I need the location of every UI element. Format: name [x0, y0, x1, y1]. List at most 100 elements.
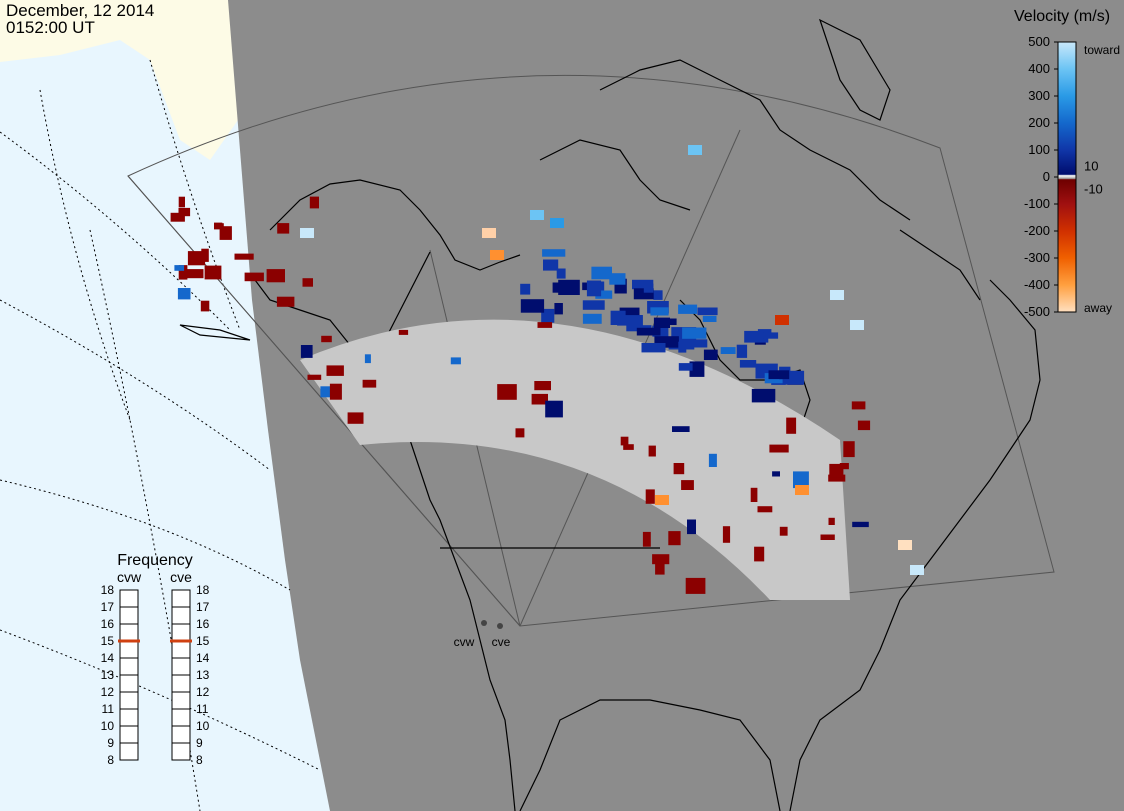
echo-cell [751, 388, 776, 403]
echo-cell [300, 228, 314, 238]
frequency-tick-label: 15 [196, 634, 210, 648]
frequency-tick-label: 13 [196, 668, 210, 682]
frequency-radar-label: cve [170, 569, 192, 585]
echo-cell [830, 290, 844, 300]
colorbar-tick-label: -200 [1024, 223, 1050, 238]
echo-cell [554, 303, 563, 315]
colorbar-tick-label: 200 [1028, 115, 1050, 130]
echo-cell [178, 196, 185, 208]
echo-cell [668, 531, 681, 546]
echo-cell [620, 436, 629, 446]
echo-cell [795, 485, 809, 495]
echo-cell [515, 428, 525, 438]
echo-cell [543, 259, 559, 271]
lat-lon-grid [0, 59, 321, 811]
colorbar-tick-label: -100 [1024, 196, 1050, 211]
echo-cell [910, 565, 924, 575]
echo-cell [688, 145, 702, 155]
echo-cell [531, 393, 548, 405]
echo-cell [215, 223, 224, 229]
frequency-tick-label: 14 [101, 651, 115, 665]
echo-cell [678, 363, 693, 371]
frequency-tick-label: 12 [101, 685, 115, 699]
echo-cell [708, 453, 717, 467]
colorbar [1057, 41, 1077, 313]
colorbar-toward-label: toward [1084, 43, 1120, 57]
ground-scatter-band [300, 319, 850, 600]
echo-cell [178, 207, 191, 217]
echo-cell [591, 266, 612, 280]
echo-cell [586, 280, 602, 297]
echo-cell [692, 339, 708, 348]
echo-cell [619, 307, 640, 316]
echo-cell [482, 228, 496, 238]
echo-cell [204, 265, 222, 280]
frequency-tick-label: 11 [102, 702, 115, 716]
colorbar-near-zero-label: -10 [1084, 182, 1103, 197]
echo-cell [542, 249, 566, 257]
echo-cell [687, 519, 696, 535]
echo-cell [673, 463, 685, 475]
frequency-tick-label: 9 [196, 736, 203, 750]
frequency-radar-label: cvw [117, 569, 142, 585]
echo-cell [490, 250, 504, 260]
echo-cell [520, 299, 545, 313]
frequency-tick-label: 18 [101, 583, 115, 597]
colorbar-near-zero-label: 10 [1084, 158, 1098, 173]
echo-cell [672, 426, 690, 432]
echo-cell [681, 480, 694, 490]
echo-cell [754, 546, 765, 562]
echo-cell [703, 349, 718, 360]
echo-cell [302, 278, 313, 287]
echo-cell [763, 332, 779, 339]
echo-cell [852, 521, 869, 528]
echo-cell [678, 304, 698, 314]
echo-cell [537, 322, 553, 328]
radar-site-label: cve [492, 635, 511, 649]
daylight-land [0, 0, 238, 160]
colorbar-title: Velocity (m/s) [1014, 8, 1110, 25]
colorbar-tick-label: 0 [1043, 169, 1050, 184]
echo-cell [769, 444, 789, 453]
echo-cell [321, 335, 332, 343]
frequency-tick-label: 18 [196, 583, 210, 597]
echo-cell [200, 300, 210, 312]
echo-cell [450, 357, 461, 365]
echo-cell [655, 495, 669, 505]
echo-cell [682, 327, 707, 339]
echo-cell [652, 554, 670, 565]
radar-site-label: cvw [454, 635, 475, 649]
echo-cell [828, 474, 846, 482]
frequency-title: Frequency [117, 552, 193, 569]
echo-cell [757, 506, 773, 513]
radar-site-marker [481, 620, 487, 626]
echo-cell [641, 343, 666, 353]
echo-cell [595, 290, 613, 299]
echo-cell [520, 283, 531, 295]
echo-cell [234, 253, 254, 260]
colorbar-tick-label: 400 [1028, 61, 1050, 76]
echo-cell [857, 420, 871, 431]
echo-cell [685, 577, 706, 594]
echo-cell [556, 268, 566, 279]
frequency-tick-label: 9 [107, 736, 114, 750]
echo-cell [300, 345, 313, 358]
echo-cell [655, 563, 665, 575]
frequency-tick-label: 8 [107, 753, 114, 767]
echo-cell [739, 360, 757, 368]
echo-cell [828, 517, 835, 525]
echo-cell [898, 540, 912, 550]
echo-cell [678, 341, 687, 353]
coastlines [179, 18, 1041, 811]
colorbar-tick-label: 100 [1028, 142, 1050, 157]
header-time: 0152:00 UT [6, 18, 95, 37]
colorbar-tick-label: 300 [1028, 88, 1050, 103]
colorbar-tick-label: -500 [1024, 304, 1050, 319]
echo-cell [219, 226, 232, 240]
echo-cell [617, 315, 643, 326]
echo-cell [329, 383, 342, 400]
echo-cell [609, 273, 626, 285]
echo-cell [320, 386, 333, 398]
echo-cell [750, 487, 758, 502]
